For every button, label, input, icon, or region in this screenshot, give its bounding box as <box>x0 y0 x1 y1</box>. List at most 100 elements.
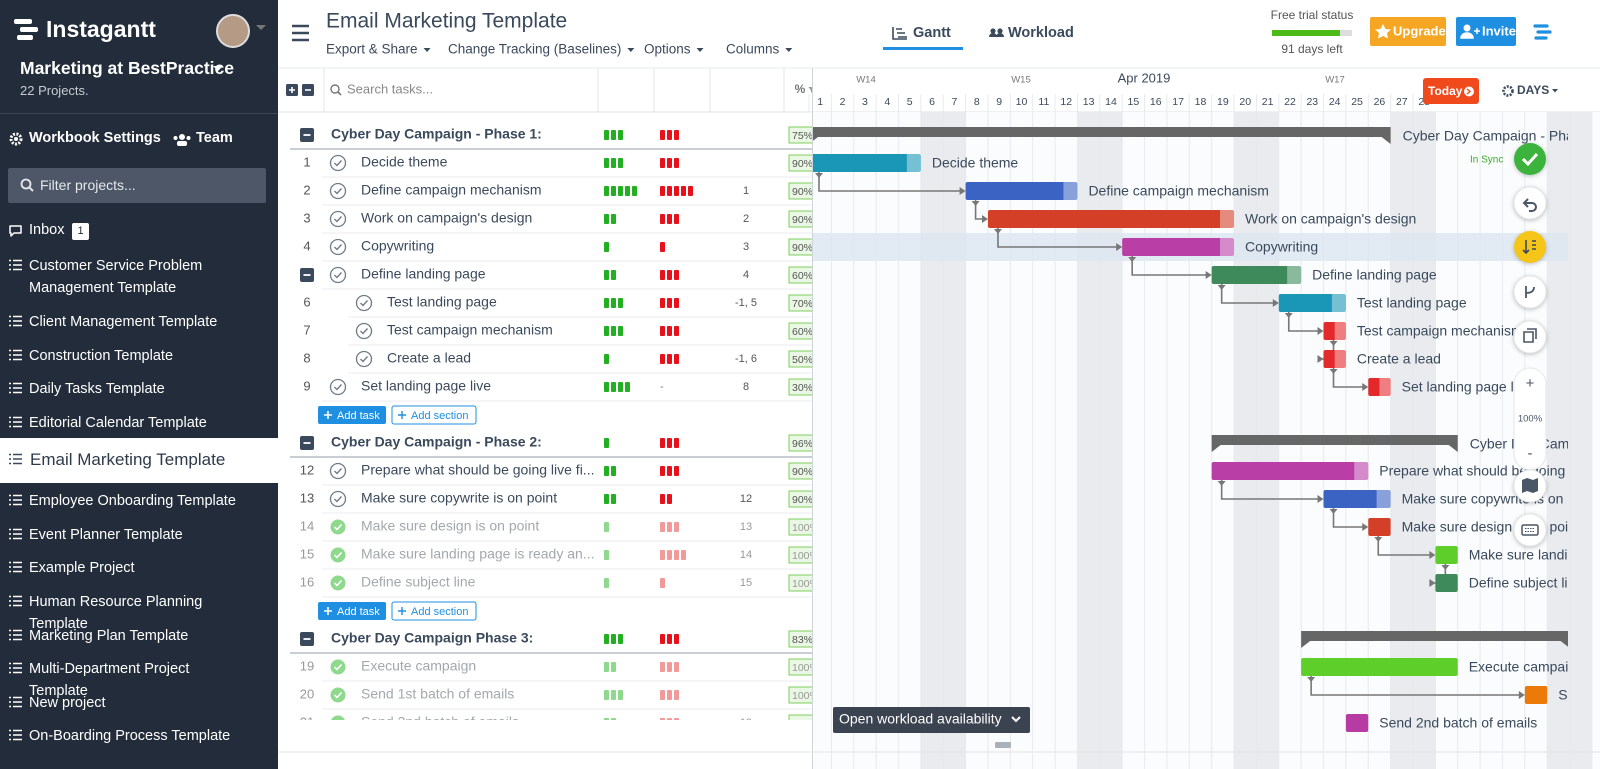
upgrade-button[interactable] <box>1370 17 1446 46</box>
complete-check[interactable] <box>329 154 347 172</box>
zoom-out[interactable]: - <box>1528 445 1533 462</box>
copy-button[interactable] <box>1513 320 1547 354</box>
task-bar[interactable] <box>1435 574 1458 592</box>
view-tab[interactable]: Workload <box>1008 25 1074 41</box>
section-name[interactable]: Cyber Day Campaign - Phase 1: <box>331 126 542 142</box>
task-bar[interactable] <box>965 182 1078 200</box>
complete-check[interactable] <box>355 322 373 340</box>
complete-check[interactable] <box>329 238 347 256</box>
task-name[interactable]: Define subject line <box>361 574 476 590</box>
complete-check[interactable] <box>355 350 373 368</box>
project-item[interactable]: Event Planner Template <box>29 527 183 543</box>
task-bar[interactable] <box>1345 714 1369 732</box>
project-item[interactable]: Employee Onboarding Template <box>29 493 236 509</box>
sort-button[interactable] <box>1514 231 1546 263</box>
add-section-button[interactable] <box>391 601 477 621</box>
complete-check[interactable] <box>330 687 346 703</box>
task-name[interactable]: Work on campaign's design <box>361 210 532 226</box>
task-name[interactable]: Make sure copywrite is on point <box>361 490 557 506</box>
complete-check[interactable] <box>330 519 346 535</box>
task-bar[interactable] <box>1323 350 1346 368</box>
workload-button[interactable] <box>833 707 1030 733</box>
task-bar[interactable] <box>1524 686 1548 704</box>
complete-check[interactable] <box>329 210 347 228</box>
save-button[interactable] <box>1514 143 1546 175</box>
project-item[interactable]: Example Project <box>29 560 135 576</box>
add-task-button[interactable] <box>318 406 386 424</box>
scale-label[interactable]: DAYS <box>1517 83 1549 97</box>
complete-check[interactable] <box>329 490 347 508</box>
complete-check[interactable] <box>329 462 347 480</box>
complete-check[interactable] <box>331 715 346 731</box>
task-name[interactable]: Test campaign mechanism <box>387 322 553 338</box>
project-item[interactable]: Editorial Calendar Template <box>29 415 207 431</box>
task-bar[interactable] <box>1323 322 1346 340</box>
project-item[interactable]: Construction Template <box>29 348 174 364</box>
task-bar[interactable] <box>1323 490 1391 508</box>
complete-check[interactable] <box>329 378 347 396</box>
project-item[interactable]: Human Resource Planning Template <box>29 594 203 632</box>
project-item[interactable]: New project <box>29 695 106 711</box>
task-bar[interactable] <box>1211 462 1369 480</box>
complete-check[interactable] <box>355 294 373 312</box>
task-name[interactable]: Test landing page <box>387 294 497 310</box>
menu-icon[interactable] <box>292 24 309 42</box>
task-bar[interactable] <box>987 210 1235 228</box>
project-item[interactable]: On-Boarding Process Template <box>29 728 231 744</box>
task-name[interactable]: Decide theme <box>361 154 448 170</box>
task-name[interactable]: Set landing page live <box>361 378 491 394</box>
add-task-button[interactable] <box>318 602 386 620</box>
task-name[interactable]: Make sure landing page is ready an... <box>361 546 594 562</box>
task-name[interactable]: Send 1st batch of emails <box>361 686 514 702</box>
task-name[interactable]: Copywriting <box>361 238 434 254</box>
project-item[interactable]: Multi-Department Project Template <box>29 661 190 699</box>
column-header[interactable]: % <box>795 82 806 96</box>
list-icon <box>9 259 22 271</box>
caret <box>627 48 635 52</box>
workbook-settings[interactable]: Workbook Settings <box>29 130 161 146</box>
project-item[interactable]: Client Management Template <box>29 314 218 330</box>
complete-check[interactable] <box>330 575 346 591</box>
section-name[interactable]: Cyber Day Campaign Phase 3: <box>331 630 533 646</box>
task-name[interactable]: Execute campaign <box>361 658 476 674</box>
filter-input[interactable] <box>8 168 266 203</box>
project-item[interactable]: Email Marketing Template <box>30 450 226 469</box>
workspace[interactable]: Marketing at BestPractice <box>20 58 234 78</box>
complete-check[interactable] <box>330 659 346 675</box>
keyboard-button[interactable] <box>1513 513 1547 547</box>
header-menu[interactable]: Change Tracking (Baselines) <box>448 42 621 57</box>
team[interactable]: Team <box>196 130 233 146</box>
task-bar[interactable] <box>1301 658 1458 676</box>
avatar[interactable] <box>216 14 250 48</box>
today-button[interactable] <box>1423 78 1479 104</box>
task-bar[interactable] <box>1368 518 1391 536</box>
scroll-handle[interactable] <box>995 742 1011 748</box>
task-name[interactable]: Prepare what should be going live fi... <box>361 462 594 478</box>
task-bar[interactable] <box>1368 378 1391 396</box>
task-name[interactable]: Define landing page <box>361 266 486 282</box>
complete-check[interactable] <box>330 547 346 563</box>
task-bar[interactable] <box>1278 294 1346 312</box>
task-name[interactable]: Define campaign mechanism <box>361 182 542 198</box>
header-menu[interactable]: Columns <box>726 42 780 57</box>
add-section-button[interactable] <box>391 405 477 425</box>
task-name[interactable]: Send 2nd batch of emails <box>361 714 519 730</box>
project-item[interactable]: Marketing Plan Template <box>29 628 189 644</box>
search-placeholder[interactable]: Search tasks... <box>347 81 433 96</box>
project-item[interactable]: Daily Tasks Template <box>29 381 165 397</box>
task-bar[interactable] <box>809 154 921 172</box>
task-bar[interactable] <box>1122 238 1235 256</box>
zoom-in[interactable]: + <box>1526 375 1535 392</box>
header-menu[interactable]: Options <box>644 42 691 57</box>
task-bar[interactable] <box>1211 266 1302 284</box>
complete-check[interactable] <box>329 182 347 200</box>
task-name[interactable]: Make sure design is on point <box>361 518 539 534</box>
task-bar[interactable] <box>1435 546 1458 564</box>
section-name[interactable]: Cyber Day Campaign - Phase 2: <box>331 434 542 450</box>
view-tab[interactable]: Gantt <box>913 25 951 41</box>
complete-check[interactable] <box>329 266 347 284</box>
header-menu[interactable]: Export & Share <box>326 42 418 57</box>
task-name[interactable]: Create a lead <box>387 350 471 366</box>
inbox[interactable]: Inbox <box>29 222 65 238</box>
project-item[interactable]: Customer Service Problem Management Temp… <box>29 258 203 296</box>
